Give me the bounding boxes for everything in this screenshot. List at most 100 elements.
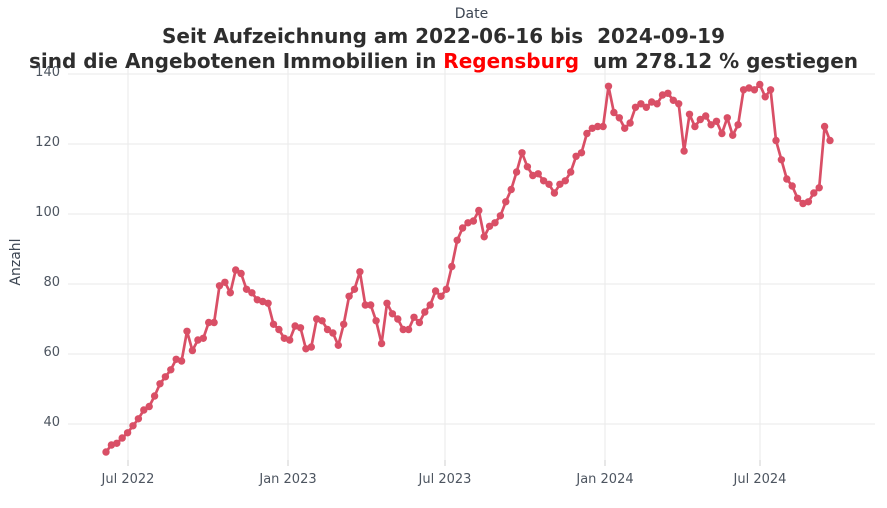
- data-point-marker: [469, 217, 478, 225]
- y-tick-label: 140: [35, 65, 60, 80]
- data-point-marker: [572, 152, 580, 160]
- data-point-marker: [545, 180, 553, 188]
- data-point-marker: [556, 180, 564, 188]
- data-point-marker: [475, 206, 483, 215]
- data-point-marker: [680, 147, 688, 155]
- data-point-marker: [442, 285, 451, 293]
- data-point-marker: [129, 422, 137, 430]
- data-point-marker: [788, 182, 796, 190]
- data-point-marker: [485, 222, 494, 230]
- data-point-marker: [372, 317, 380, 325]
- y-tick-label: 40: [43, 415, 60, 430]
- data-point-marker: [410, 313, 418, 321]
- data-point-marker: [140, 406, 148, 414]
- x-tick-label: Jul 2022: [101, 472, 155, 487]
- data-point-marker: [523, 163, 532, 171]
- x-tick-label: Jul 2024: [733, 472, 787, 487]
- data-point-marker: [756, 80, 764, 89]
- data-point-marker: [118, 434, 126, 442]
- data-point-marker: [491, 219, 499, 227]
- data-point-marker: [377, 339, 386, 348]
- data-point-marker: [394, 315, 402, 323]
- title-city-highlight: Regensburg: [443, 49, 580, 73]
- title-line2-suffix: um 278.12 % gestiegen: [579, 49, 859, 73]
- data-point-marker: [431, 287, 440, 295]
- data-point-marker: [637, 100, 645, 108]
- data-point-marker: [826, 136, 834, 145]
- data-point-marker: [334, 341, 342, 349]
- data-point-marker: [232, 266, 240, 274]
- data-point-marker: [783, 175, 791, 183]
- data-point-marker: [664, 89, 672, 98]
- data-point-marker: [642, 103, 650, 112]
- data-point-marker: [448, 262, 456, 271]
- data-point-marker: [134, 415, 143, 423]
- data-point-marker: [723, 114, 731, 122]
- data-point-marker: [388, 310, 397, 318]
- data-point-marker: [567, 168, 575, 176]
- data-point-marker: [691, 122, 699, 131]
- data-point-marker: [712, 117, 721, 126]
- data-point-marker: [177, 357, 186, 365]
- data-point-marker: [269, 320, 278, 328]
- data-point-marker: [242, 285, 251, 293]
- data-point-marker: [183, 327, 191, 335]
- data-point-marker: [318, 317, 326, 325]
- data-point-marker: [361, 301, 369, 309]
- x-tick-label: Jan 2024: [576, 472, 634, 487]
- data-point-marker: [577, 149, 586, 157]
- data-point-marker: [237, 269, 245, 278]
- chart-title-line2: sind die Angebotenen Immobilien in Regen…: [0, 49, 887, 73]
- data-point-marker: [188, 346, 197, 355]
- data-point-marker: [539, 177, 548, 185]
- data-point-marker: [750, 86, 759, 94]
- data-point-marker: [426, 301, 434, 309]
- data-point-marker: [307, 343, 315, 351]
- data-point-marker: [286, 336, 294, 344]
- data-point-marker: [707, 121, 715, 129]
- data-point-marker: [583, 129, 591, 138]
- data-point-marker: [150, 392, 159, 400]
- data-point-marker: [102, 448, 110, 456]
- data-point-marker: [226, 289, 234, 297]
- data-point-marker: [323, 325, 332, 334]
- data-point-marker: [145, 402, 153, 411]
- data-point-marker: [123, 429, 132, 437]
- data-point-marker: [793, 194, 802, 202]
- data-point-marker: [199, 334, 207, 342]
- data-point-marker: [534, 170, 542, 178]
- data-point-marker: [248, 289, 256, 297]
- data-point-marker: [772, 136, 780, 145]
- data-point-marker: [550, 189, 559, 197]
- x-axis-title: Date: [454, 6, 489, 22]
- data-point-marker: [561, 177, 569, 185]
- data-point-marker: [804, 198, 813, 206]
- data-point-marker: [631, 103, 640, 112]
- data-point-marker: [156, 380, 164, 388]
- y-tick-label: 100: [35, 205, 60, 220]
- data-point-marker: [205, 318, 213, 327]
- chart-title-line1: Seit Aufzeichnung am 2022-06-16 bis 2024…: [161, 24, 726, 48]
- data-point-marker: [453, 236, 461, 244]
- data-point-marker: [518, 149, 526, 157]
- data-point-marker: [718, 129, 726, 138]
- data-point-marker: [415, 318, 424, 327]
- data-point-marker: [675, 100, 683, 108]
- y-tick-label: 60: [43, 345, 60, 360]
- data-point-marker: [734, 121, 742, 129]
- data-point-marker: [421, 308, 429, 316]
- data-point-marker: [761, 93, 769, 101]
- data-point-marker: [685, 110, 694, 119]
- data-point-marker: [653, 100, 661, 108]
- data-point-marker: [113, 439, 121, 447]
- data-point-marker: [599, 122, 607, 131]
- data-point-marker: [215, 282, 224, 290]
- title-line2-prefix: sind die Angebotenen Immobilien in: [28, 49, 444, 73]
- data-point-marker: [480, 233, 488, 241]
- y-tick-label: 120: [35, 135, 60, 150]
- y-tick-label: 80: [43, 275, 60, 290]
- data-point-marker: [404, 325, 413, 334]
- data-point-marker: [399, 325, 407, 334]
